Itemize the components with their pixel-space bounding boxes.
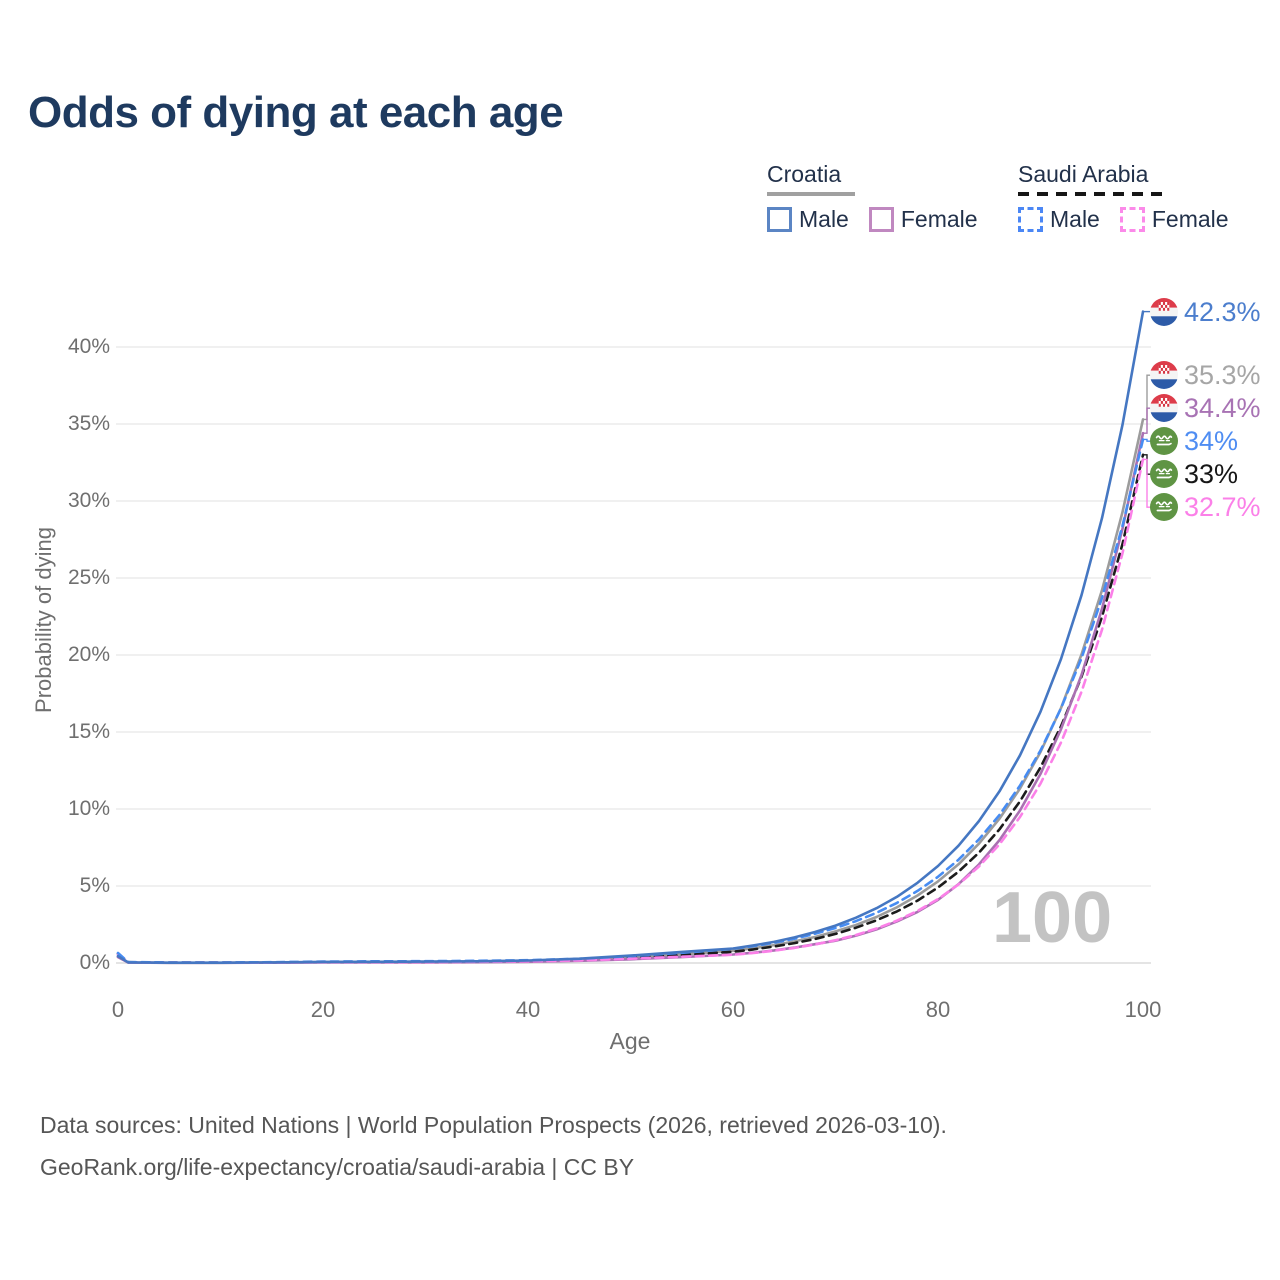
legend-group-croatia: Croatia Male Female xyxy=(767,161,998,233)
end-label-row-croatia-female: 34.4% xyxy=(1150,392,1261,423)
saudi-flag xyxy=(1150,493,1178,521)
saudi-flag xyxy=(1150,427,1178,455)
end-label-value: 33% xyxy=(1184,458,1239,489)
leader-line xyxy=(1143,438,1152,442)
y-axis-tick: 35% xyxy=(67,412,110,435)
y-axis-tick: 25% xyxy=(67,566,110,589)
y-axis-tick: 5% xyxy=(79,874,110,897)
end-label-row-croatia-both-sexes: 35.3% xyxy=(1150,359,1261,390)
footer: Data sources: United Nations | World Pop… xyxy=(40,1104,947,1188)
end-label-value: 35.3% xyxy=(1184,359,1261,390)
attribution-line: GeoRank.org/life-expectancy/croatia/saud… xyxy=(40,1154,635,1180)
y-axis-tick: 10% xyxy=(67,797,110,820)
line-chart-plot xyxy=(116,310,1152,965)
legend-item-saudi-male[interactable]: Male xyxy=(1018,206,1100,233)
x-axis-tick: 80 xyxy=(925,997,951,1022)
line-croatia-female xyxy=(116,431,1145,965)
legend-item-croatia-female[interactable]: Female xyxy=(868,206,978,233)
end-label-row-saudi-arabia-both-sexes: 33% xyxy=(1150,458,1239,489)
legend-item-label: Male xyxy=(1050,206,1100,232)
x-axis-tick: 40 xyxy=(515,997,541,1022)
x-axis-tick: 0 xyxy=(111,997,125,1022)
croatia-flag xyxy=(1150,394,1178,422)
legend-item-label: Male xyxy=(799,206,849,232)
leader-line xyxy=(1143,407,1152,434)
legend-header-saudi-arabia: Saudi Arabia xyxy=(1018,161,1149,187)
leader-line xyxy=(1143,458,1152,508)
legend-underline-croatia xyxy=(767,192,855,196)
x-axis-tick: 20 xyxy=(310,997,336,1022)
y-axis-title: Probability of dying xyxy=(31,527,56,713)
x-axis-tick: 100 xyxy=(1124,997,1162,1022)
legend-item-croatia-male[interactable]: Male xyxy=(767,206,849,233)
data-source-line: Data sources: United Nations | World Pop… xyxy=(40,1112,947,1138)
line-croatia-male xyxy=(116,310,1145,964)
y-axis-tick: 0% xyxy=(79,951,110,974)
saudi-female-swatch-icon[interactable] xyxy=(1119,207,1145,232)
y-axis-tick: 15% xyxy=(67,720,110,743)
y-axis-tick: 30% xyxy=(67,489,110,512)
y-axis-tick: 40% xyxy=(67,335,110,358)
age-watermark: 100 xyxy=(992,878,1113,958)
end-label-row-saudi-arabia-male: 34% xyxy=(1150,425,1239,456)
legend-item-label: Female xyxy=(900,206,978,232)
saudi-arabia-flag-icon xyxy=(1150,427,1178,455)
croatia-flag xyxy=(1150,361,1178,389)
saudi-flag xyxy=(1150,460,1178,488)
end-label-value: 32.7% xyxy=(1184,491,1261,522)
croatia-male-swatch-icon[interactable] xyxy=(767,207,792,232)
croatia-flag-icon xyxy=(1150,361,1178,389)
x-axis-tick: 60 xyxy=(720,997,746,1022)
line-saudi-arabia-female xyxy=(116,458,1145,964)
croatia-flag-icon xyxy=(1150,394,1178,422)
end-label-value: 34% xyxy=(1184,425,1239,456)
legend-underline-saudi-arabia xyxy=(1018,192,1164,196)
line-saudi-arabia-male xyxy=(116,438,1145,964)
saudi-arabia-flag-icon xyxy=(1150,460,1178,488)
y-axis-tick: 20% xyxy=(67,643,110,666)
saudi-arabia-flag-icon xyxy=(1150,493,1178,521)
croatia-female-swatch-icon[interactable] xyxy=(868,207,894,232)
leader-line xyxy=(1143,374,1152,421)
page-title: Odds of dying at each age xyxy=(28,88,564,137)
end-label-value: 34.4% xyxy=(1184,392,1261,423)
croatia-flag-icon xyxy=(1150,298,1178,326)
x-axis-title: Age xyxy=(609,1028,651,1054)
end-label-value: 42.3% xyxy=(1184,296,1261,327)
end-label-row-saudi-arabia-female: 32.7% xyxy=(1150,491,1261,522)
saudi-male-swatch-icon[interactable] xyxy=(1018,207,1043,232)
legend-item-saudi-female[interactable]: Female xyxy=(1119,206,1229,233)
legend-group-saudi-arabia: Saudi Arabia Male Female xyxy=(1018,161,1249,233)
croatia-flag xyxy=(1150,298,1178,326)
legend-header-croatia: Croatia xyxy=(767,161,842,187)
legend-item-label: Female xyxy=(1151,206,1229,232)
end-label-row-croatia-male: 42.3% xyxy=(1150,296,1261,327)
